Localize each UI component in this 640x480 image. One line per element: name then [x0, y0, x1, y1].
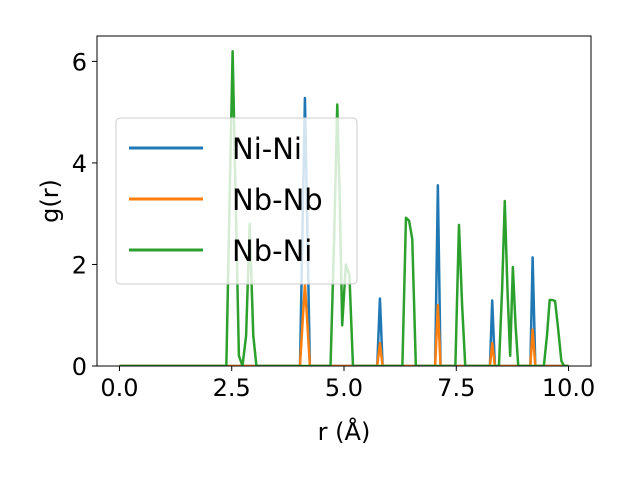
x-tick-label: 2.5 [213, 374, 251, 402]
series-line-nb-nb [119, 283, 569, 366]
y-tick-label: 4 [72, 150, 87, 178]
x-tick-label: 7.5 [437, 374, 475, 402]
y-tick-label: 0 [72, 353, 87, 381]
legend-box [115, 117, 358, 285]
series-line-nb-ni [119, 49, 569, 366]
x-tick-label: 0.0 [100, 374, 138, 402]
x-tick-label: 10.0 [542, 374, 595, 402]
x-tick-label: 5.0 [325, 374, 363, 402]
legend-label-nb-nb: Nb-Nb [232, 183, 323, 217]
y-tick-label: 2 [72, 251, 87, 279]
series-line-ni-ni [119, 96, 569, 366]
legend-label-ni-ni: Ni-Ni [232, 132, 302, 166]
series-layer [119, 49, 569, 366]
x-axis-ticks: 0.0 2.5 5.0 7.5 10.0 [100, 366, 595, 402]
x-axis-label: r (Å) [318, 417, 371, 446]
y-axis-ticks: 0 2 4 6 [72, 48, 97, 381]
legend-label-nb-ni: Nb-Ni [232, 234, 312, 268]
y-axis-label: g(r) [36, 179, 64, 223]
legend: Ni-Ni Nb-Nb Nb-Ni [115, 117, 358, 285]
y-tick-label: 6 [72, 48, 87, 76]
